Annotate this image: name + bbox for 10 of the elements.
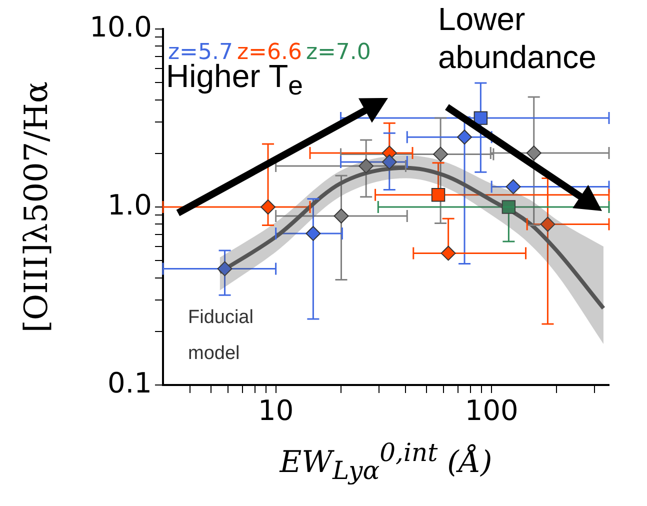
y-tick-label: 0.1 [107, 366, 152, 400]
x-axis-title: EW$_{Lyα}$$^{0,int}$ (Å) [280, 437, 492, 487]
text: z=7.0 [306, 40, 371, 65]
y-axis-title: [OIII]λ5007/Hα [17, 81, 55, 333]
annotation: Lower abundance [438, 0, 598, 76]
x-tick-label: 10 [258, 394, 294, 428]
y-tick-label: 10.0 [90, 10, 152, 44]
annotation: Fiducial model [188, 306, 254, 366]
x-tick-label: 100 [464, 394, 518, 428]
y-tick-label: 1.0 [107, 188, 152, 222]
